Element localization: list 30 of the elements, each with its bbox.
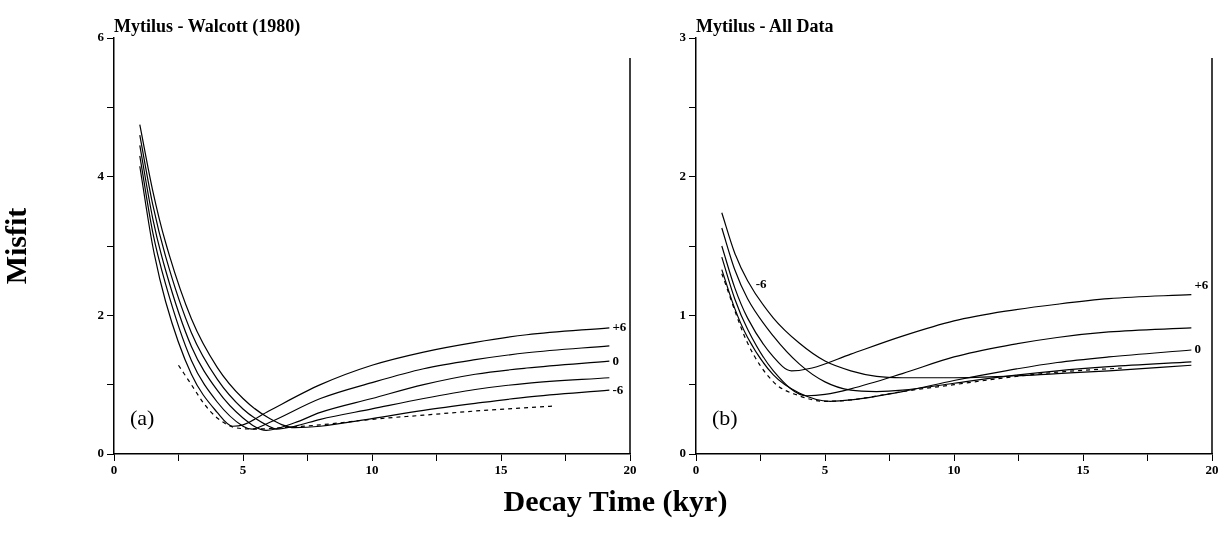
y-axis-title: Misfit <box>0 207 32 285</box>
x-tick-label: 0 <box>692 462 700 478</box>
annotation: 0 <box>1194 341 1201 357</box>
x-tick-label: 5 <box>821 462 829 478</box>
y-tick-label: 6 <box>97 29 105 45</box>
y-tick-label: 2 <box>679 168 686 184</box>
x-tick-label: 10 <box>365 462 379 478</box>
y-tick-label: 0 <box>97 445 104 461</box>
y-tick-label: 2 <box>97 306 104 322</box>
chart-title: Mytilus - All Data <box>696 15 834 36</box>
y-tick-label: 1 <box>679 306 686 322</box>
x-tick-label: 5 <box>239 462 247 478</box>
annotation: +6 <box>612 319 627 335</box>
annotation: -6 <box>755 276 768 292</box>
x-tick-label: 15 <box>1076 462 1090 478</box>
annotation: (a) <box>130 404 155 430</box>
y-tick-label: 0 <box>679 445 686 461</box>
annotation: 0 <box>612 352 619 368</box>
annotation: (b) <box>712 404 738 430</box>
annotation: +6 <box>1194 276 1209 292</box>
chart-title: Mytilus - Walcott (1980) <box>114 15 301 37</box>
x-tick-label: 20 <box>1205 462 1219 478</box>
x-tick-label: 10 <box>947 462 961 478</box>
y-tick-label: 4 <box>97 168 105 184</box>
annotation: -6 <box>612 381 624 397</box>
x-tick-label: 15 <box>494 462 508 478</box>
x-axis-title: Decay Time (kyr) <box>502 484 729 518</box>
y-tick-label: 3 <box>679 29 687 45</box>
x-tick-label: 20 <box>623 462 637 478</box>
x-tick-label: 0 <box>110 462 118 478</box>
